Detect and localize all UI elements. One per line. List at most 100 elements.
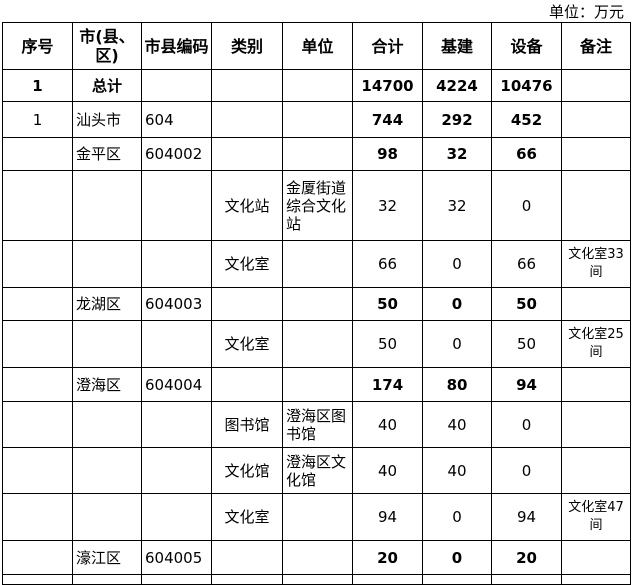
cell-seq: 1: [2, 101, 73, 138]
cell-code: [141, 493, 212, 541]
cell-equipment: 10476: [491, 69, 562, 102]
cell-equipment: 94: [491, 367, 562, 402]
cell-total: 94: [352, 493, 423, 541]
cell-code: [141, 240, 212, 288]
cell-category: 文化室: [211, 320, 283, 368]
cell-code: 604003: [141, 287, 212, 321]
cell-seq: 1: [2, 69, 73, 102]
cell-empty: [2, 574, 73, 585]
cell-total: 744: [352, 101, 423, 138]
cell-region: [72, 493, 142, 541]
cell-equipment: 50: [491, 320, 562, 368]
cell-category: 图书馆: [211, 401, 283, 448]
cell-construction: 0: [422, 540, 492, 575]
cell-region: [72, 170, 142, 241]
header-seq: 序号: [2, 22, 73, 70]
cell-seq: [2, 240, 73, 288]
cell-region: [72, 447, 142, 494]
cell-equipment: 94: [491, 493, 562, 541]
cell-note: [561, 540, 631, 575]
cell-note: [561, 69, 631, 102]
cell-region: 金平区: [72, 137, 142, 171]
cell-seq: [2, 287, 73, 321]
cell-note: 文化室47间: [561, 493, 631, 541]
cell-region: 龙湖区: [72, 287, 142, 321]
table-row: 金平区 604002 98 32 66: [2, 137, 631, 171]
cell-code: 604: [141, 101, 212, 138]
cell-note: [561, 137, 631, 171]
cell-seq: [2, 540, 73, 575]
cell-category: [211, 69, 283, 102]
cell-code: [141, 320, 212, 368]
cell-total: 14700: [352, 69, 423, 102]
table-row: [2, 574, 631, 585]
cell-category: [211, 101, 283, 138]
cell-equipment: 452: [491, 101, 562, 138]
cell-code: [141, 401, 212, 448]
cell-empty: [352, 574, 423, 585]
cell-empty: [491, 574, 562, 585]
cell-total: 98: [352, 137, 423, 171]
cell-unit: [282, 320, 353, 368]
cell-note: 文化室25间: [561, 320, 631, 368]
cell-region: [72, 240, 142, 288]
cell-unit: [282, 69, 353, 102]
cell-empty: [211, 574, 283, 585]
header-code: 市县编码: [141, 22, 212, 70]
cell-equipment: 0: [491, 447, 562, 494]
header-equipment: 设备: [491, 22, 562, 70]
header-region: 市(县、区): [72, 22, 142, 70]
cell-category: [211, 137, 283, 171]
cell-unit: [282, 367, 353, 402]
cell-construction: 0: [422, 320, 492, 368]
cell-region: 濠江区: [72, 540, 142, 575]
table-row: 文化馆 澄海区文化馆 40 40 0: [2, 447, 631, 494]
cell-category: 文化馆: [211, 447, 283, 494]
cell-total: 66: [352, 240, 423, 288]
cell-note: [561, 447, 631, 494]
cell-construction: 32: [422, 170, 492, 241]
cell-code: 604002: [141, 137, 212, 171]
cell-category: [211, 540, 283, 575]
cell-total: 40: [352, 401, 423, 448]
cell-total: 50: [352, 320, 423, 368]
cell-unit: [282, 540, 353, 575]
cell-code: [141, 447, 212, 494]
cell-total: 20: [352, 540, 423, 575]
table-row: 图书馆 澄海区图书馆 40 40 0: [2, 401, 631, 448]
header-total: 合计: [352, 22, 423, 70]
budget-table: 序号 市(县、区) 市县编码 类别 单位 合计 基建 设备 备注 1 总计 1470…: [2, 22, 631, 585]
cell-seq: [2, 137, 73, 171]
header-construction: 基建: [422, 22, 492, 70]
cell-equipment: 66: [491, 240, 562, 288]
cell-empty: [282, 574, 353, 585]
cell-empty: [422, 574, 492, 585]
cell-note: [561, 170, 631, 241]
cell-empty: [141, 574, 212, 585]
table-row: 濠江区 604005 20 0 20: [2, 540, 631, 575]
cell-total: 50: [352, 287, 423, 321]
cell-seq: [2, 447, 73, 494]
cell-note: [561, 401, 631, 448]
cell-code: 604004: [141, 367, 212, 402]
cell-unit: [282, 101, 353, 138]
cell-construction: 0: [422, 493, 492, 541]
cell-equipment: 20: [491, 540, 562, 575]
cell-seq: [2, 320, 73, 368]
cell-construction: 4224: [422, 69, 492, 102]
cell-total: 40: [352, 447, 423, 494]
table-row: 文化室 94 0 94 文化室47间: [2, 493, 631, 541]
cell-unit: [282, 137, 353, 171]
table-row: 1 总计 14700 4224 10476: [2, 69, 631, 102]
cell-region: [72, 401, 142, 448]
cell-category: 文化站: [211, 170, 283, 241]
cell-unit: 澄海区图书馆: [282, 401, 353, 448]
cell-construction: 292: [422, 101, 492, 138]
cell-code: [141, 69, 212, 102]
cell-category: 文化室: [211, 493, 283, 541]
cell-code: 604005: [141, 540, 212, 575]
cell-code: [141, 170, 212, 241]
cell-category: [211, 287, 283, 321]
cell-unit: 澄海区文化馆: [282, 447, 353, 494]
cell-construction: 40: [422, 401, 492, 448]
